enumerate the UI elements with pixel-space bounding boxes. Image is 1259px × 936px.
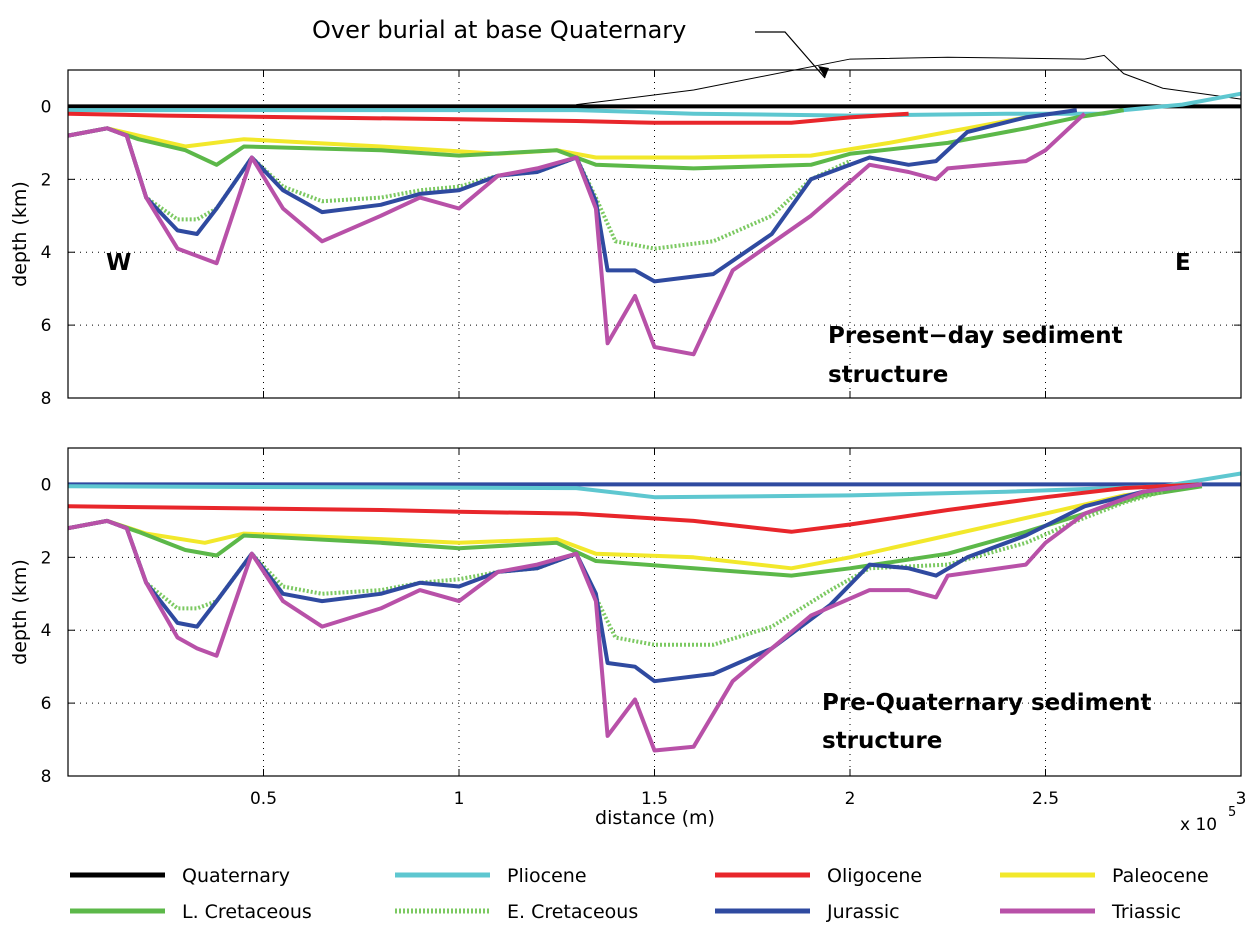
xtick-label-5: 3 <box>1236 789 1247 809</box>
ytick-label-2: 4 <box>41 243 52 263</box>
legend-label-5: E. Cretaceous <box>507 901 638 923</box>
legend-label-4: L. Cretaceous <box>182 901 312 923</box>
label-west: W <box>106 250 131 276</box>
panel-title-bottom-2: structure <box>822 728 942 754</box>
series-l-cretaceous <box>67 108 1125 171</box>
ytick-label-3: 6 <box>41 694 52 714</box>
legend-label-3: Paleocene <box>1112 865 1209 887</box>
legend-label-7: Triassic <box>1111 901 1181 923</box>
series-oligocene <box>67 111 909 125</box>
legend-label-2: Oligocene <box>827 865 922 887</box>
xtick-label-0: 0.5 <box>250 789 277 809</box>
panel-title-top-1: Present−day sediment <box>828 323 1123 349</box>
panel-title-top-2: structure <box>828 362 948 388</box>
legend: Quaternary Pliocene Oligocene Paleocene L. C… <box>70 865 1209 923</box>
ytick-label-0: 0 <box>41 475 52 495</box>
ylabel-top: depth (km) <box>9 181 31 287</box>
ytick-label-1: 2 <box>41 548 52 568</box>
ytick-label-0: 0 <box>41 97 52 117</box>
xtick-label-3: 2 <box>845 789 856 809</box>
series-paleocene <box>67 486 1183 571</box>
series-triassic <box>67 482 1203 753</box>
ytick-label-2: 4 <box>41 621 52 641</box>
ylabel-bottom: depth (km) <box>9 559 31 665</box>
overburial-curve <box>576 54 1242 106</box>
ytick-label-4: 8 <box>41 389 52 409</box>
xtick-label-1: 1 <box>454 789 465 809</box>
yticks-bottom: 0 2 4 6 8 <box>41 475 52 787</box>
ytick-label-4: 8 <box>41 767 52 787</box>
panel-present-day: 0 2 4 6 8 depth (km) W E Present−day sedimen… <box>9 54 1242 409</box>
series-pliocene <box>68 91 1242 118</box>
series-bottom <box>67 471 1242 753</box>
x-multiplier: x 10 <box>1180 815 1217 835</box>
panel-title-bottom-1: Pre-Quaternary sediment <box>822 690 1152 716</box>
overburial-annotation: Over burial at base Quaternary <box>312 16 686 44</box>
xtick-label-2: 1.5 <box>641 789 668 809</box>
x-multiplier-exponent: 5 <box>1228 805 1236 820</box>
ytick-label-3: 6 <box>41 316 52 336</box>
legend-label-6: Jurassic <box>826 901 900 923</box>
panel-pre-quaternary: 0 2 4 6 8 0.5 1 1.5 2 2.5 3 depth (km) Pre-Quater… <box>9 447 1246 835</box>
legend-label-1: Pliocene <box>507 865 587 887</box>
overburial-line <box>576 54 1242 106</box>
series-jurassic <box>67 108 1078 284</box>
annotation-arrowhead <box>818 66 829 78</box>
yticks-top: 0 2 4 6 8 <box>41 97 52 409</box>
xlabel: distance (m) <box>595 807 715 829</box>
series-oligocene <box>67 482 1202 534</box>
axes-frame-top <box>67 69 1242 399</box>
ytick-label-1: 2 <box>41 170 52 190</box>
label-east: E <box>1175 250 1191 276</box>
xtick-label-4: 2.5 <box>1032 789 1059 809</box>
series-jurassic <box>67 482 1203 684</box>
xticks-bottom: 0.5 1 1.5 2 2.5 3 <box>250 789 1246 809</box>
series-top <box>67 91 1242 357</box>
axes-frame-bottom <box>67 447 1242 777</box>
legend-label-0: Quaternary <box>182 865 290 887</box>
annotation-leader <box>755 31 826 79</box>
series-triassic <box>67 112 1086 357</box>
